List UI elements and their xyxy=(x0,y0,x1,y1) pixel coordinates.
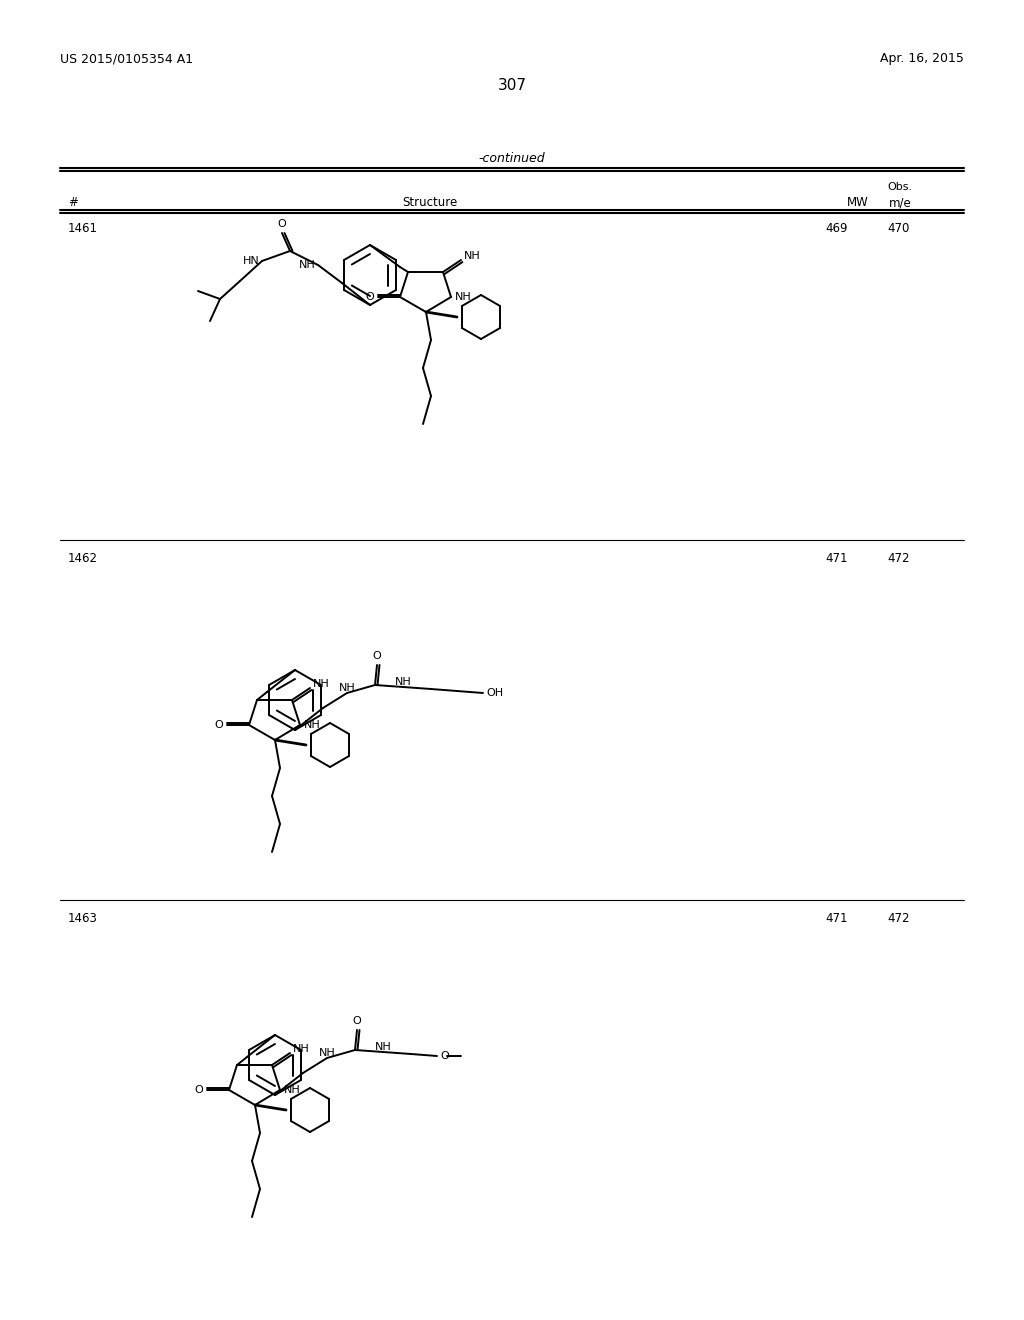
Text: 472: 472 xyxy=(888,552,910,565)
Text: #: # xyxy=(68,195,78,209)
Text: 1461: 1461 xyxy=(68,222,98,235)
Text: 472: 472 xyxy=(888,912,910,925)
Text: NH: NH xyxy=(455,292,472,302)
Text: OH: OH xyxy=(486,688,503,698)
Text: NH: NH xyxy=(339,682,355,693)
Text: 471: 471 xyxy=(825,552,848,565)
Text: MW: MW xyxy=(847,195,869,209)
Text: 471: 471 xyxy=(825,912,848,925)
Text: Structure: Structure xyxy=(402,195,458,209)
Text: Apr. 16, 2015: Apr. 16, 2015 xyxy=(880,51,964,65)
Text: O: O xyxy=(373,651,381,661)
Text: NH: NH xyxy=(304,719,321,730)
Text: US 2015/0105354 A1: US 2015/0105354 A1 xyxy=(60,51,194,65)
Text: Obs.: Obs. xyxy=(888,182,912,191)
Text: 1463: 1463 xyxy=(68,912,98,925)
Text: NH: NH xyxy=(375,1041,391,1052)
Text: HN: HN xyxy=(244,256,260,267)
Text: -continued: -continued xyxy=(478,152,546,165)
Text: NH: NH xyxy=(284,1085,301,1096)
Text: O: O xyxy=(352,1016,361,1026)
Text: O: O xyxy=(278,219,287,228)
Text: O: O xyxy=(440,1051,449,1061)
Text: 307: 307 xyxy=(498,78,526,92)
Text: NH: NH xyxy=(318,1048,336,1059)
Text: 470: 470 xyxy=(888,222,910,235)
Text: NH: NH xyxy=(313,678,330,689)
Text: 1462: 1462 xyxy=(68,552,98,565)
Text: O: O xyxy=(214,719,223,730)
Text: m/e: m/e xyxy=(889,195,911,209)
Text: O: O xyxy=(366,292,374,302)
Text: NH: NH xyxy=(394,677,412,686)
Text: NH: NH xyxy=(299,260,316,271)
Text: NH: NH xyxy=(293,1044,309,1053)
Text: O: O xyxy=(195,1085,203,1096)
Text: 469: 469 xyxy=(825,222,848,235)
Text: NH: NH xyxy=(464,251,480,261)
